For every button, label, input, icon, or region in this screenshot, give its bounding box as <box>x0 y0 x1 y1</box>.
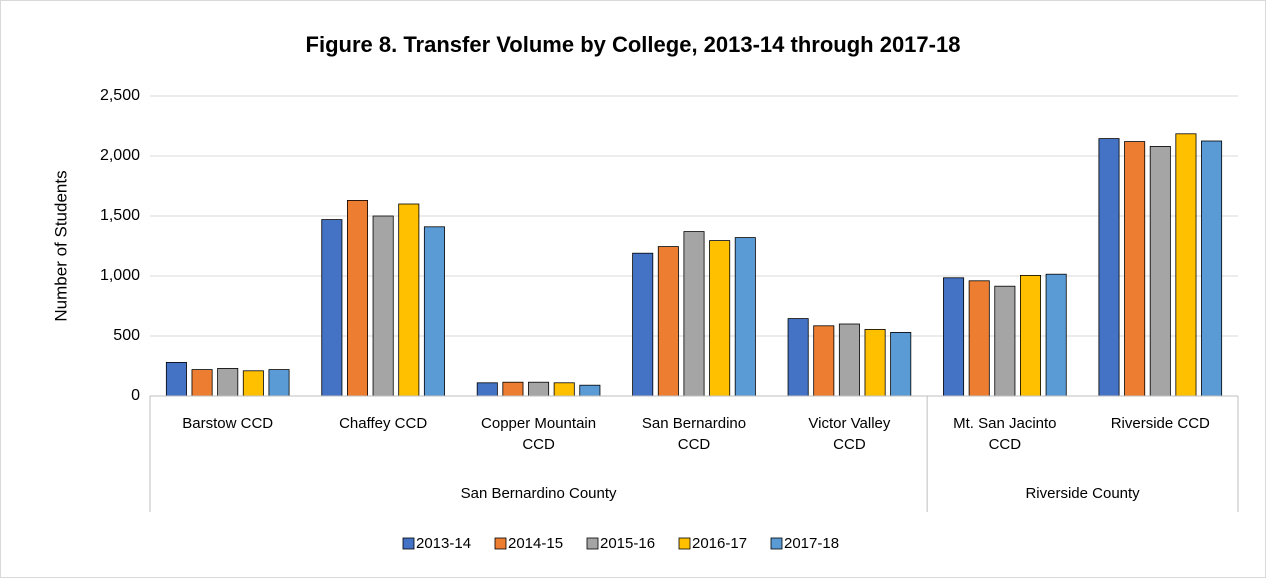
y-tick-label: 0 <box>131 387 140 404</box>
bar <box>968 280 990 397</box>
bar <box>838 323 860 397</box>
bar <box>268 369 290 397</box>
bar <box>476 382 498 397</box>
bar <box>321 219 343 397</box>
bar <box>553 382 575 397</box>
legend-swatch <box>494 537 507 550</box>
bar <box>372 215 394 397</box>
bar <box>346 199 369 397</box>
bar <box>1124 141 1146 397</box>
x-tick-label: Victor Valley CCD <box>808 415 891 453</box>
x-tick-label: Copper Mountain CCD <box>481 415 597 453</box>
bar <box>1201 140 1223 397</box>
bar <box>1098 138 1120 397</box>
bar <box>1149 145 1171 397</box>
bar <box>528 381 550 397</box>
bar <box>657 246 679 397</box>
legend-label: 2017-18 <box>784 535 839 552</box>
bar <box>579 384 601 397</box>
bar <box>1045 273 1067 397</box>
y-axis-title: Number of Students <box>51 170 70 321</box>
x-tick-label: San Bernardino CCD <box>641 415 747 453</box>
x-tick-label: Riverside CCD <box>1110 415 1210 432</box>
bar <box>709 240 731 397</box>
legend-label: 2013-14 <box>416 535 471 552</box>
legend-label: 2016-17 <box>692 535 747 552</box>
x-tick-label: Chaffey CCD <box>339 415 428 432</box>
bar <box>1175 133 1197 397</box>
bar <box>423 226 445 397</box>
group-label: San Bernardino County <box>461 485 617 502</box>
y-tick-label: 2,000 <box>100 147 140 164</box>
bar <box>165 361 187 397</box>
x-tick-label: Barstow CCD <box>182 415 274 432</box>
group-label: Riverside County <box>1025 485 1140 502</box>
bar <box>1020 274 1042 397</box>
bar <box>502 381 524 397</box>
bar <box>890 331 912 397</box>
y-tick-label: 500 <box>113 327 140 344</box>
bar <box>994 285 1016 397</box>
chart-title: Figure 8. Transfer Volume by College, 20… <box>306 32 961 57</box>
bar <box>734 237 756 397</box>
bar <box>217 367 239 397</box>
legend-swatch <box>678 537 691 550</box>
legend-swatch <box>586 537 599 550</box>
bar <box>787 318 809 397</box>
bar <box>398 203 420 397</box>
bar <box>813 325 835 397</box>
bar <box>632 252 654 397</box>
bar <box>943 277 965 397</box>
y-tick-label: 1,000 <box>100 267 140 284</box>
legend-label: 2014-15 <box>508 535 563 552</box>
bar <box>191 369 213 397</box>
bar <box>864 328 886 397</box>
y-tick-label: 2,500 <box>100 87 140 104</box>
legend-swatch <box>402 537 415 550</box>
bar <box>683 231 705 397</box>
legend-label: 2015-16 <box>600 535 655 552</box>
x-tick-label: Mt. San Jacinto CCD <box>953 415 1057 453</box>
y-tick-label: 1,500 <box>100 207 140 224</box>
legend-swatch <box>770 537 783 550</box>
bar <box>242 370 264 397</box>
